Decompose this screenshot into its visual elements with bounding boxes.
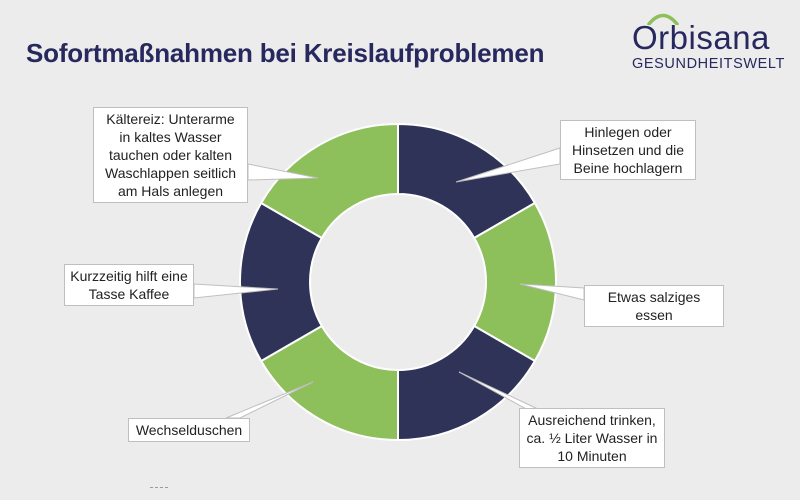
brand-name: Orbisana xyxy=(632,13,782,56)
brand-logo: Orbisana GESUNDHEITSWELT xyxy=(632,13,785,72)
callout-trinken: Ausreichend trinken, ca. ½ Liter Wasser … xyxy=(519,408,665,468)
brand-name-text: Orbisana xyxy=(632,19,770,56)
callout-pointer-5 xyxy=(247,163,319,181)
callout-hinlegen: Hinlegen oder Hinsetzen und die Beine ho… xyxy=(560,120,696,180)
divider xyxy=(150,487,168,489)
callout-pointer-4 xyxy=(193,283,279,299)
brand-subtitle: GESUNDHEITSWELT xyxy=(632,56,785,72)
donut-slice-5 xyxy=(259,122,399,240)
callout-salzig: Etwas salziges essen xyxy=(584,285,724,327)
callout-kaeltereiz: Kältereiz: Unterarme in kaltes Wasser ta… xyxy=(93,107,248,203)
callout-wechselduschen: Wechselduschen xyxy=(128,418,250,442)
callout-kaffee: Kurzzeitig hilft eine Tasse Kaffee xyxy=(64,264,194,306)
sun-arc-icon xyxy=(647,13,679,25)
page-title: Sofortmaßnahmen bei Kreislaufproblemen xyxy=(26,38,545,68)
